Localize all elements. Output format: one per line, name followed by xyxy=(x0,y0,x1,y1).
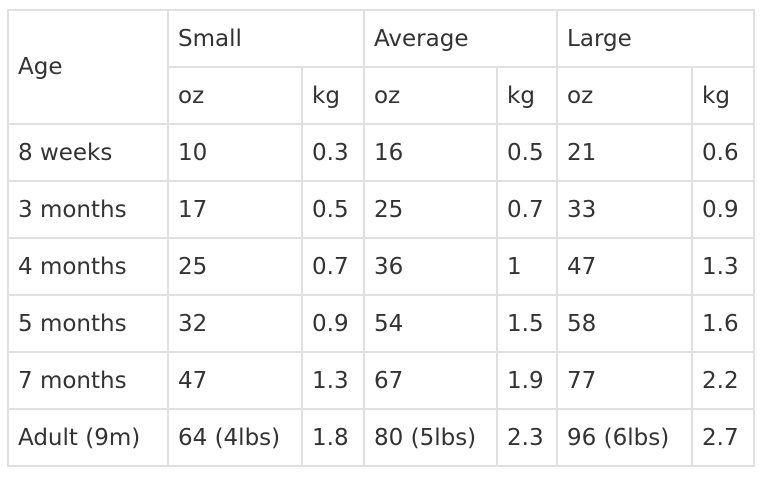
value-cell: 2.2 xyxy=(691,351,756,410)
age-cell: 4 months xyxy=(7,237,169,296)
value-cell: 0.3 xyxy=(300,123,366,182)
value-cell: 80 (5lbs) xyxy=(363,408,499,467)
age-header: Age xyxy=(7,9,169,125)
unit-header: kg xyxy=(496,66,559,125)
value-cell: 0.5 xyxy=(496,123,559,182)
value-cell: 0.7 xyxy=(496,180,559,239)
value-cell: 36 xyxy=(363,237,499,296)
value-cell: 47 xyxy=(556,237,694,296)
age-cell: 8 weeks xyxy=(7,123,169,182)
data-row: 5 months 32 0.9 54 1.5 58 1.6 xyxy=(7,294,756,353)
value-cell: 67 xyxy=(363,351,499,410)
value-cell: 0.5 xyxy=(300,180,366,239)
value-cell: 0.9 xyxy=(691,180,756,239)
age-cell: 5 months xyxy=(7,294,169,353)
value-cell: 0.7 xyxy=(300,237,366,296)
value-cell: 17 xyxy=(167,180,303,239)
unit-header: oz xyxy=(167,66,303,125)
unit-header: kg xyxy=(691,66,756,125)
value-cell: 16 xyxy=(363,123,499,182)
value-cell: 10 xyxy=(167,123,303,182)
value-cell: 1.3 xyxy=(300,351,366,410)
data-row: 3 months 17 0.5 25 0.7 33 0.9 xyxy=(7,180,756,239)
group-header: Average xyxy=(363,9,559,68)
value-cell: 32 xyxy=(167,294,303,353)
value-cell: 58 xyxy=(556,294,694,353)
header-row: Age Small Average Large xyxy=(7,9,756,125)
data-row: 7 months 47 1.3 67 1.9 77 2.2 xyxy=(7,351,756,410)
value-cell: 1.3 xyxy=(691,237,756,296)
value-cell: 2.3 xyxy=(496,408,559,467)
table-body: Age Small Average Large oz kg oz kg oz kg 8 weeks 1… xyxy=(7,9,756,467)
data-row: 4 months 25 0.7 36 1 47 1.3 xyxy=(7,237,756,296)
weight-table: Age Small Average Large oz kg oz kg oz kg 8 weeks 1… xyxy=(7,9,756,467)
unit-row: oz kg oz kg oz kg xyxy=(8,66,756,125)
value-cell: 25 xyxy=(363,180,499,239)
value-cell: 33 xyxy=(556,180,694,239)
value-cell: 21 xyxy=(556,123,694,182)
unit-header: oz xyxy=(556,66,694,125)
value-cell: 1.8 xyxy=(300,408,366,467)
value-cell: 1.6 xyxy=(691,294,756,353)
value-cell: 54 xyxy=(363,294,499,353)
value-cell: 96 (6lbs) xyxy=(556,408,694,467)
unit-header: kg xyxy=(300,66,366,125)
age-cell: Adult (9m) xyxy=(7,408,169,467)
age-cell: 3 months xyxy=(7,180,169,239)
value-cell: 0.9 xyxy=(300,294,366,353)
value-cell: 64 (4lbs) xyxy=(167,408,303,467)
data-row: 8 weeks 10 0.3 16 0.5 21 0.6 xyxy=(7,123,756,182)
value-cell: 1.9 xyxy=(496,351,559,410)
value-cell: 1.5 xyxy=(496,294,559,353)
group-header: Small xyxy=(166,9,366,68)
value-cell: 1 xyxy=(496,237,559,296)
group-header: Large xyxy=(556,9,756,68)
value-cell: 77 xyxy=(556,351,694,410)
value-cell: 0.6 xyxy=(691,123,756,182)
value-cell: 47 xyxy=(167,351,303,410)
data-row: Adult (9m) 64 (4lbs) 1.8 80 (5lbs) 2.3 96 (6l… xyxy=(7,408,756,467)
value-cell: 25 xyxy=(167,237,303,296)
age-cell: 7 months xyxy=(7,351,169,410)
unit-header: oz xyxy=(363,66,499,125)
value-cell: 2.7 xyxy=(691,408,756,467)
